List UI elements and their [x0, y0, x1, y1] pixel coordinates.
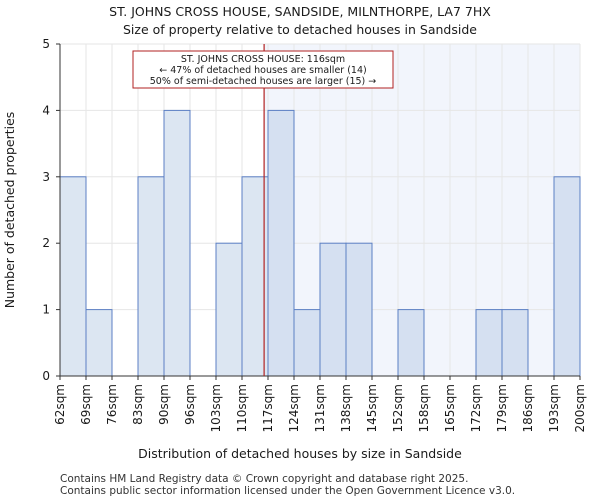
- x-tick-label: 193sqm: [547, 384, 561, 432]
- annotation-box: [132, 50, 394, 89]
- y-tick-label: 3: [42, 170, 50, 184]
- y-tick-label: 5: [42, 37, 50, 51]
- x-tick-label: 145sqm: [365, 384, 379, 432]
- x-tick-label: 186sqm: [521, 384, 535, 432]
- bar-131sqm: [319, 242, 347, 377]
- bar-152sqm: [397, 309, 425, 377]
- x-tick-label: 83sqm: [131, 384, 145, 425]
- bar-62sqm: [59, 176, 87, 377]
- x-tick-label: 179sqm: [495, 384, 509, 432]
- x-tick-label: 103sqm: [209, 384, 223, 432]
- x-tick-label: 131sqm: [313, 384, 327, 432]
- x-tick-label: 165sqm: [443, 384, 457, 432]
- chart-title: ST. JOHNS CROSS HOUSE, SANDSIDE, MILNTHO…: [109, 4, 491, 19]
- annotation-line-3: 50% of semi-detached houses are larger (…: [150, 76, 377, 87]
- bar-179sqm: [501, 309, 529, 377]
- y-axis-label: Number of detached properties: [2, 112, 17, 309]
- annotation-line-2: ← 47% of detached houses are smaller (14…: [159, 65, 366, 76]
- x-tick-label: 138sqm: [339, 384, 353, 432]
- bar-69sqm: [85, 309, 113, 377]
- y-tick-label: 1: [42, 303, 50, 317]
- x-tick-label: 117sqm: [261, 384, 275, 432]
- x-tick-label: 69sqm: [79, 384, 93, 425]
- x-tick-label: 152sqm: [391, 384, 405, 432]
- bar-172sqm: [475, 309, 503, 377]
- x-tick-label: 90sqm: [157, 384, 171, 425]
- x-tick-label: 172sqm: [469, 384, 483, 432]
- bar-117sqm: [267, 109, 295, 377]
- annotation-line-1: ST. JOHNS CROSS HOUSE: 116sqm: [181, 54, 345, 65]
- x-tick-label: 110sqm: [235, 384, 249, 432]
- bar-83sqm: [137, 176, 165, 377]
- footer-line-2: Contains public sector information licen…: [60, 485, 515, 497]
- x-tick-label: 200sqm: [573, 384, 587, 432]
- x-axis-label: Distribution of detached houses by size …: [138, 446, 462, 461]
- chart-subtitle: Size of property relative to detached ho…: [123, 22, 477, 37]
- x-tick-label: 96sqm: [183, 384, 197, 425]
- bar-103sqm: [215, 242, 243, 377]
- bar-138sqm: [345, 242, 373, 377]
- bar-124sqm: [293, 309, 321, 377]
- x-tick-label: 158sqm: [417, 384, 431, 432]
- x-tick-label: 76sqm: [105, 384, 119, 425]
- bar-193sqm: [553, 176, 581, 377]
- x-tick-label: 124sqm: [287, 384, 301, 432]
- x-tick-label: 62sqm: [53, 384, 67, 425]
- footer-line-1: Contains HM Land Registry data © Crown c…: [60, 473, 468, 485]
- bar-90sqm: [163, 109, 191, 377]
- y-tick-label: 0: [42, 369, 50, 383]
- y-tick-label: 4: [42, 103, 50, 117]
- y-tick-label: 2: [42, 236, 50, 250]
